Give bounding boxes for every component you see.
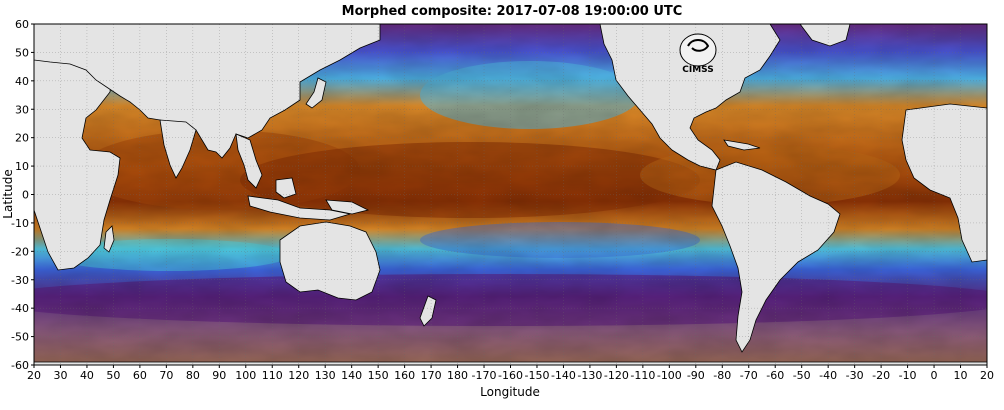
- x-tick-label: 150: [368, 369, 389, 382]
- y-tick-label: -30: [11, 274, 29, 287]
- x-axis-ticks: 20 30 40 50 60 70 80 90 100 110 120 130 140 150 160 170…: [27, 365, 994, 382]
- x-tick-label: 130: [315, 369, 336, 382]
- x-tick-label: 120: [288, 369, 309, 382]
- x-tick-label: -120: [604, 369, 629, 382]
- plot-area: [34, 24, 987, 365]
- x-tick-label: 110: [262, 369, 283, 382]
- x-tick-label: -50: [793, 369, 811, 382]
- x-tick-label: 80: [186, 369, 200, 382]
- land-masses: [34, 24, 987, 365]
- y-tick-label: 60: [15, 18, 29, 31]
- y-tick-label: -50: [11, 331, 29, 344]
- y-tick-label: 30: [15, 103, 29, 116]
- land-madagascar: [103, 225, 115, 253]
- x-tick-label: 60: [133, 369, 147, 382]
- land-india: [159, 119, 197, 179]
- land-west-africa-east: [901, 103, 987, 263]
- x-tick-label: -60: [766, 369, 784, 382]
- logo-swirl: [687, 39, 710, 52]
- y-tick-label: -10: [11, 217, 29, 230]
- x-tick-label: -30: [846, 369, 864, 382]
- x-tick-label: 100: [235, 369, 256, 382]
- land-caribbean: [723, 139, 761, 151]
- land-borneo: [275, 177, 297, 199]
- land-japan: [305, 77, 327, 109]
- land-south-america: [711, 161, 841, 353]
- land-new-zealand: [419, 295, 437, 327]
- land-indochina: [235, 133, 263, 189]
- land-eurasia: [34, 24, 381, 159]
- x-tick-label: -130: [577, 369, 602, 382]
- x-tick-label: 90: [212, 369, 226, 382]
- logo-text: CIMSS: [682, 65, 713, 75]
- x-tick-label: -10: [899, 369, 917, 382]
- x-tick-label: 160: [394, 369, 415, 382]
- land-indonesia: [247, 195, 351, 221]
- x-tick-label: -150: [524, 369, 549, 382]
- y-tick-label: 0: [22, 189, 29, 202]
- x-tick-label: -140: [551, 369, 576, 382]
- x-tick-label: 140: [341, 369, 362, 382]
- land-new-guinea: [325, 199, 370, 215]
- x-tick-label: -110: [630, 369, 655, 382]
- x-tick-label: -90: [687, 369, 705, 382]
- y-tick-label: 50: [15, 46, 29, 59]
- x-tick-label: -40: [819, 369, 837, 382]
- y-tick-label: -40: [11, 302, 29, 315]
- x-tick-label: -100: [657, 369, 682, 382]
- x-tick-label: 180: [447, 369, 468, 382]
- x-tick-label: -70: [740, 369, 758, 382]
- x-tick-label: 170: [421, 369, 442, 382]
- land-north-america: [599, 24, 781, 171]
- x-tick-label: 30: [53, 369, 67, 382]
- x-tick-label: 20: [27, 369, 41, 382]
- map-title: Morphed composite: 2017-07-08 19:00:00 U…: [342, 4, 683, 19]
- x-tick-label: -160: [498, 369, 523, 382]
- x-tick-label: -20: [872, 369, 890, 382]
- x-tick-label: 20: [980, 369, 994, 382]
- y-axis-label: Latitude: [1, 169, 15, 218]
- y-tick-label: -60: [11, 359, 29, 372]
- land-australia: [279, 221, 381, 301]
- x-tick-label: 70: [159, 369, 173, 382]
- y-tick-label: 40: [15, 75, 29, 88]
- x-tick-label: -170: [472, 369, 497, 382]
- x-tick-label: -80: [713, 369, 731, 382]
- y-tick-label: 10: [15, 160, 29, 173]
- x-tick-label: 0: [931, 369, 938, 382]
- y-tick-label: 20: [15, 132, 29, 145]
- x-axis-label: Longitude: [480, 385, 540, 399]
- x-tick-label: 40: [80, 369, 94, 382]
- x-tick-label: 10: [954, 369, 968, 382]
- y-axis-ticks: 60 50 40 30 20 10 0 -10 -20 -30 -40 -50 -60: [11, 18, 34, 372]
- land-greenland: [799, 24, 851, 47]
- cimss-logo: CIMSS: [679, 33, 717, 75]
- x-tick-label: 50: [106, 369, 120, 382]
- y-tick-label: -20: [11, 245, 29, 258]
